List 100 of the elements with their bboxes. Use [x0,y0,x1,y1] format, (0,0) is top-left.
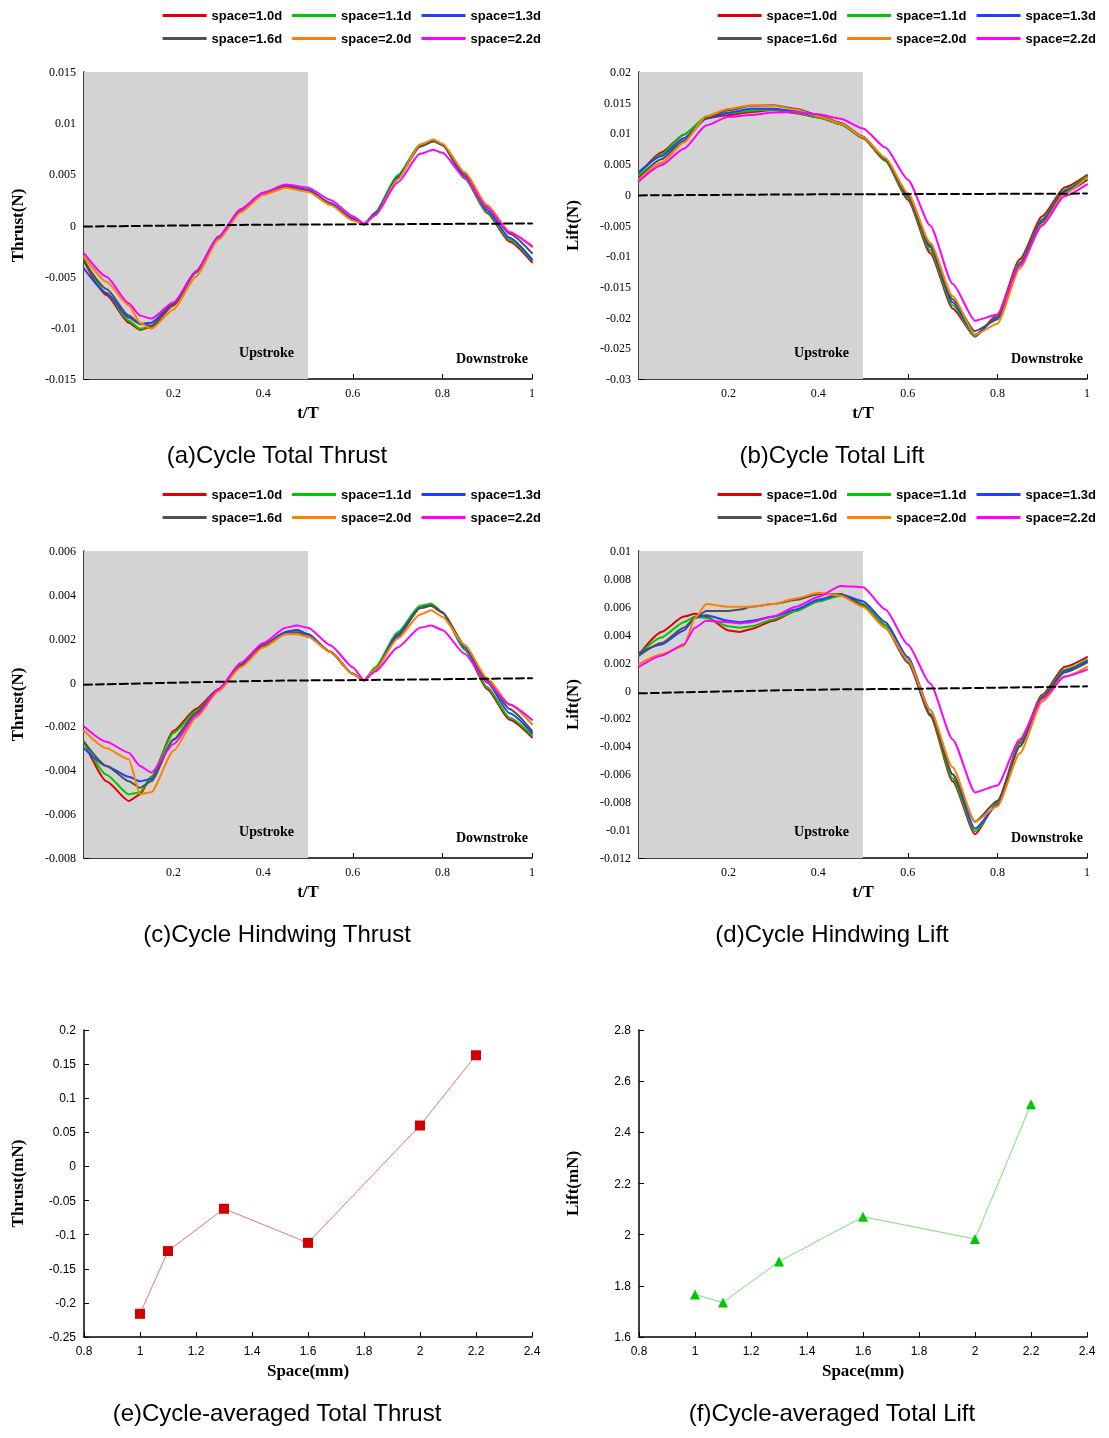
x-tick-label: 1 [1084,865,1090,879]
y-tick-label: 0 [625,683,631,698]
y-tick-label: 0.002 [49,631,76,646]
y-tick-label: 2.8 [614,1023,632,1037]
x-tick-label: 0.8 [75,1344,93,1358]
y-tick-label: 0.004 [49,587,76,602]
y-tick-label: 0.05 [52,1125,77,1140]
x-tick-label: 1 [529,386,535,400]
line-series [83,624,533,774]
point [1026,1099,1036,1110]
text: (d)Cycle Hindwing Lift [715,919,950,947]
y-tick-label: 0.2 [59,1023,77,1037]
band-label: Upstroke [794,823,849,839]
legend-label: space=2.0d [896,31,967,46]
x-axis-title: t/T [297,881,320,901]
annotation: Downstroke [455,829,528,845]
x-tick-label: 0.8 [434,386,450,400]
y-tick-label: 0.01 [610,544,631,558]
x-tick-label: 0.8 [434,865,450,879]
legend-label: space=1.0d [766,487,838,502]
x-tick-label: 0.8 [989,865,1005,879]
legend-label: space=1.1d [341,8,412,23]
y-tick-label: -0.01 [606,249,631,264]
y-tick-label: 0.008 [604,571,631,586]
legend-label: space=1.3d [470,8,542,23]
y-tick-label: 0.006 [604,599,631,614]
point [774,1256,784,1267]
y-tick-label: -0.005 [45,269,76,284]
x-tick-label: 1.2 [187,1344,205,1358]
y-tick-label: 2.2 [614,1176,632,1191]
point [219,1203,229,1214]
legend-label: space=2.2d [1025,510,1097,525]
point [303,1237,313,1248]
x-tick-label: 0.6 [900,386,916,400]
legend-label: space=1.6d [211,510,283,525]
annotation: Downstroke [1010,350,1083,366]
point [471,1050,481,1061]
x-tick-label: 0.4 [810,386,826,400]
y-axis-title: Thrust(mN) [8,1139,27,1228]
x-tick-label: 2.4 [1078,1344,1096,1358]
y-tick-label: 2.4 [614,1125,632,1140]
y-tick-label: 2 [624,1227,632,1242]
y-tick-label: 0.002 [604,655,631,670]
legend-label: space=1.6d [766,510,838,525]
point [718,1297,728,1308]
y-tick-label: 1.6 [614,1330,632,1344]
x-axis-title: Space(mm) [821,1360,905,1380]
legend-label: space=2.2d [1025,31,1097,46]
legend-label: space=1.1d [896,487,967,502]
x-tick-label: 0.4 [810,865,826,879]
legend-label: space=2.0d [896,510,967,525]
x-tick-label: 0.2 [166,386,182,400]
y-tick-label: -0.012 [600,851,631,865]
legend-label: space=1.0d [211,8,283,23]
x-tick-label: 1.8 [910,1344,928,1358]
point [135,1308,145,1319]
y-tick-label: -0.025 [600,341,631,356]
legend-label: space=2.2d [470,510,542,525]
y-tick-label: 0 [69,1159,77,1174]
x-tick-label: 2 [971,1344,979,1358]
x-axis-title: t/T [852,881,875,901]
x-tick-label: 1 [136,1344,144,1358]
y-tick-label: 0.15 [52,1057,77,1072]
y-tick-label: 0 [70,675,76,690]
y-tick-label: -0.015 [45,372,76,386]
y-tick-label: -0.015 [600,279,631,294]
y-tick-label: 0.005 [49,167,76,182]
y-tick-label: -0.25 [48,1330,77,1344]
y-tick-label: 0 [70,218,76,233]
legend-label: space=1.3d [470,487,542,502]
y-tick-label: -0.1 [55,1227,77,1242]
x-tick-label: 1.8 [355,1344,373,1358]
annotation: Downstroke [1010,829,1083,845]
y-tick-label: 0.005 [604,157,631,172]
x-axis-title: t/T [852,402,875,422]
y-tick-label: 0.015 [604,95,631,110]
y-tick-label: 0.01 [610,126,631,141]
legend-label: space=2.0d [341,510,412,525]
band-label: Upstroke [239,344,294,360]
x-tick-label: 1 [691,1344,699,1358]
y-axis-title: Thrust(N) [8,667,27,742]
y-axis-title: Lift(N) [563,200,582,251]
x-tick-label: 1 [529,865,535,879]
y-tick-label: 0.015 [49,65,76,79]
y-tick-label: -0.03 [606,372,631,386]
x-tick-label: 0.6 [345,386,361,400]
text: (f)Cycle-averaged Total Lift [688,1398,976,1426]
y-tick-label: -0.15 [48,1261,77,1276]
x-tick-label: 0.6 [345,865,361,879]
x-tick-label: 1 [1084,386,1090,400]
y-tick-label: -0.05 [48,1193,77,1208]
y-tick-label: 0.006 [49,544,76,558]
x-tick-label: 1.6 [299,1344,317,1358]
x-tick-label: 2.2 [467,1344,485,1358]
y-tick-label: -0.002 [45,719,76,734]
text: (a)Cycle Total Thrust [166,440,388,468]
y-tick-label: 0.01 [55,116,76,131]
y-tick-label: 0.004 [604,627,631,642]
y-tick-label: -0.2 [55,1295,77,1310]
x-tick-label: 2.2 [1022,1344,1040,1358]
